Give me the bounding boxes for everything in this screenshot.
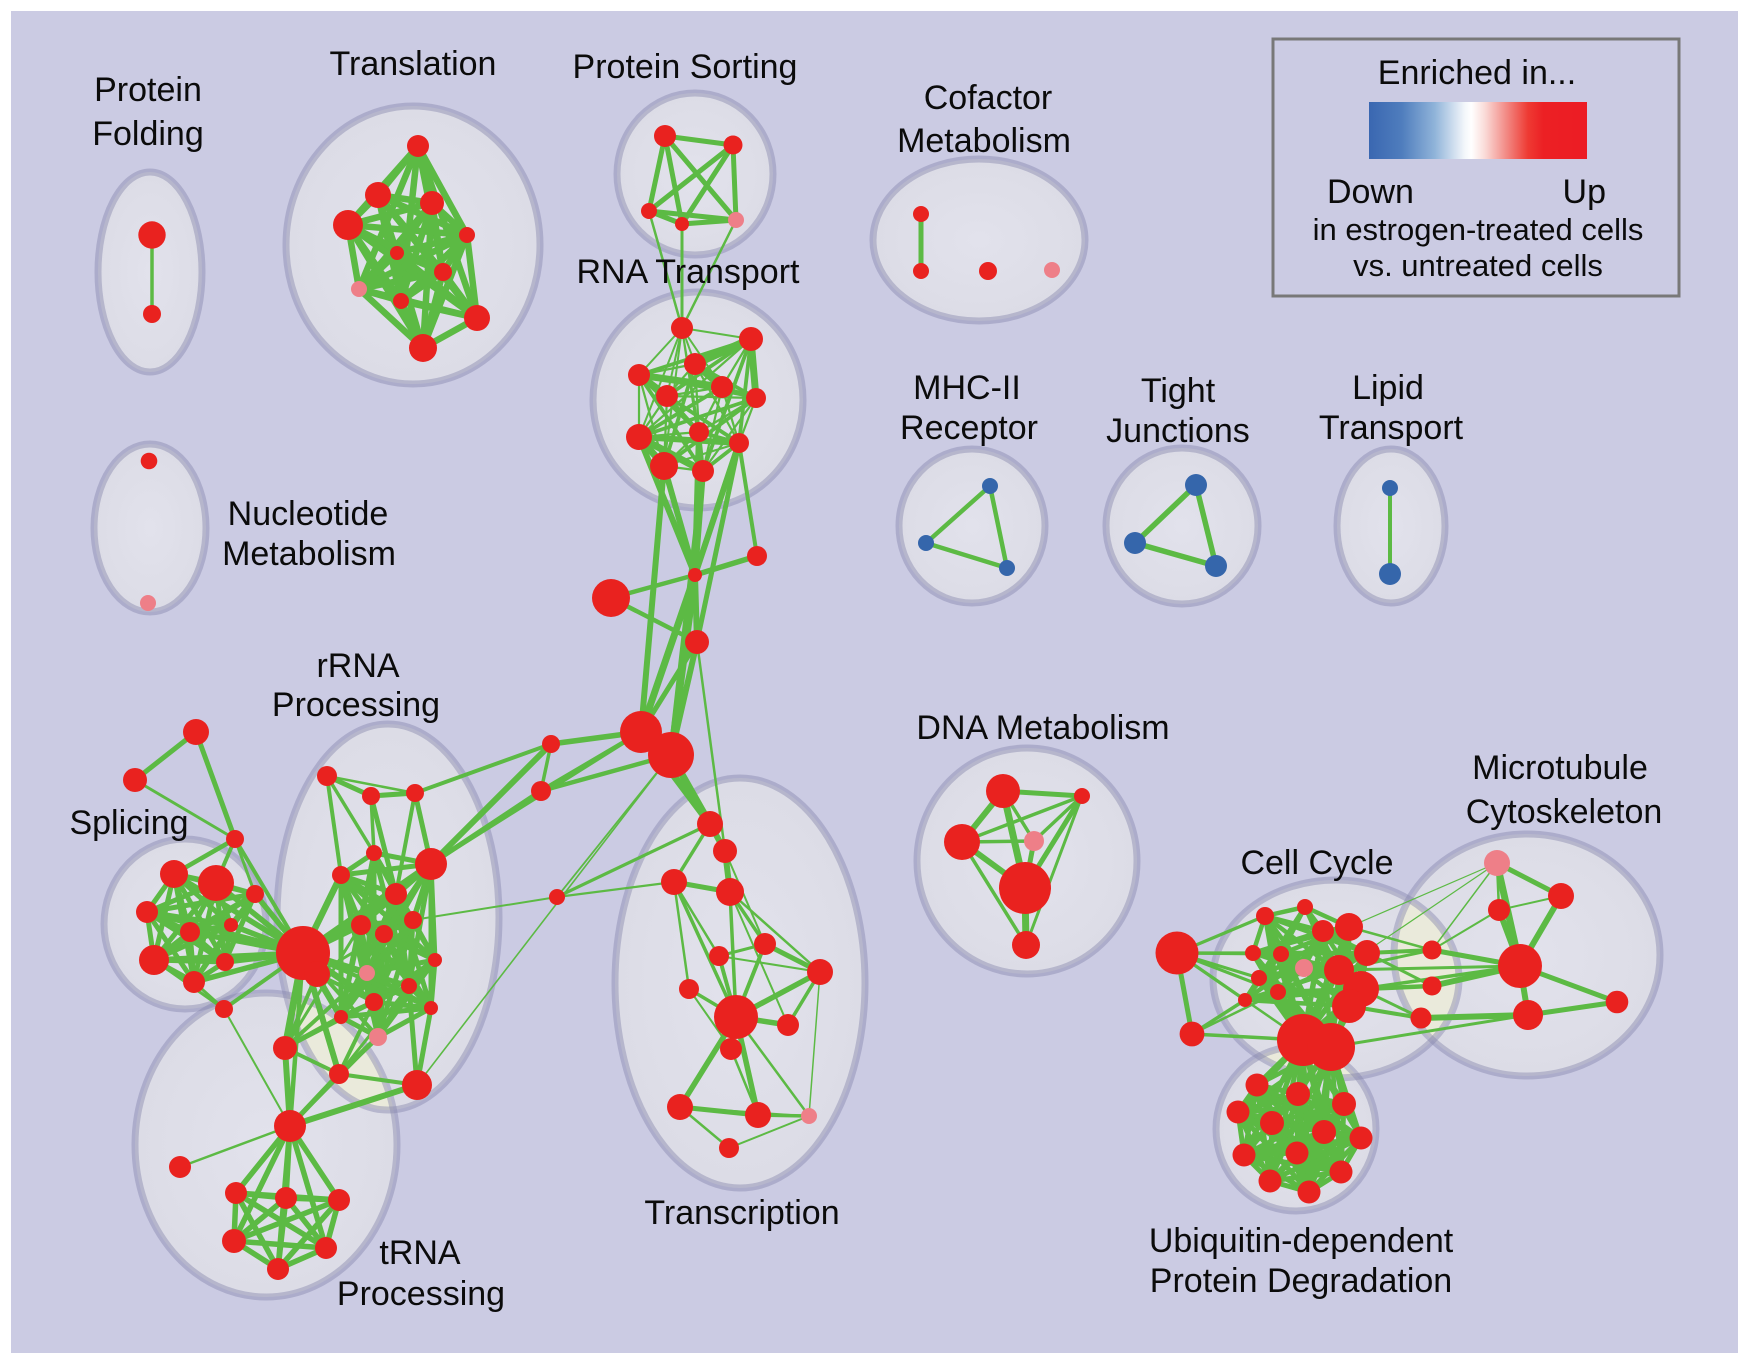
svg-text:Cell Cycle: Cell Cycle [1240, 844, 1393, 882]
svg-text:Cofactor: Cofactor [924, 79, 1053, 117]
svg-text:Metabolism: Metabolism [897, 122, 1071, 160]
svg-text:tRNA: tRNA [379, 1234, 461, 1272]
svg-text:Up: Up [1563, 173, 1606, 211]
svg-text:Transport: Transport [1319, 409, 1464, 447]
svg-text:RNA Transport: RNA Transport [577, 253, 801, 291]
svg-text:Receptor: Receptor [900, 409, 1038, 447]
svg-text:in estrogen-treated cells: in estrogen-treated cells [1313, 212, 1644, 247]
svg-text:DNA Metabolism: DNA Metabolism [916, 709, 1169, 747]
svg-text:Protein Degradation: Protein Degradation [1150, 1262, 1452, 1300]
svg-text:Folding: Folding [92, 115, 204, 153]
svg-text:Nucleotide: Nucleotide [228, 495, 389, 533]
svg-text:Processing: Processing [337, 1275, 505, 1313]
svg-text:rRNA: rRNA [316, 647, 399, 685]
svg-text:Enriched in...: Enriched in... [1378, 54, 1576, 92]
svg-text:Down: Down [1327, 173, 1414, 211]
svg-text:vs. untreated cells: vs. untreated cells [1353, 248, 1603, 283]
svg-text:Cytoskeleton: Cytoskeleton [1466, 793, 1663, 831]
svg-text:Processing: Processing [272, 686, 440, 724]
svg-text:Transcription: Transcription [644, 1194, 839, 1232]
svg-text:Protein Sorting: Protein Sorting [573, 48, 798, 86]
svg-text:Junctions: Junctions [1106, 412, 1250, 450]
svg-text:Translation: Translation [330, 45, 497, 83]
svg-text:Microtubule: Microtubule [1472, 749, 1648, 787]
svg-text:Tight: Tight [1141, 372, 1216, 410]
svg-text:MHC-II: MHC-II [913, 369, 1021, 407]
svg-text:Protein: Protein [94, 71, 202, 109]
svg-text:Lipid: Lipid [1352, 369, 1424, 407]
svg-text:Splicing: Splicing [69, 804, 188, 842]
svg-text:Ubiquitin-dependent: Ubiquitin-dependent [1149, 1222, 1454, 1260]
svg-text:Metabolism: Metabolism [222, 535, 396, 573]
